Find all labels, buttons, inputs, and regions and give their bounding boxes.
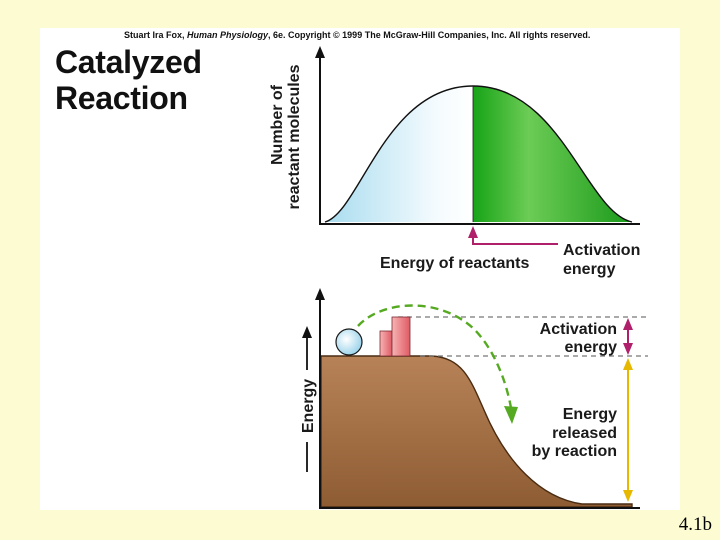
bottom-activation-label-2: energy bbox=[565, 339, 618, 356]
title-line-1: Catalyzed bbox=[55, 44, 202, 80]
credit-book: Human Physiology bbox=[187, 30, 269, 40]
reaction-path-dashed bbox=[357, 304, 513, 409]
bottom-graph: Energy Activation energy Energy released… bbox=[300, 288, 648, 509]
energy-terrain bbox=[320, 355, 633, 508]
energy-of-reactants-label: Energy of reactants bbox=[380, 255, 529, 272]
top-y-axis-label-1: Number of bbox=[269, 84, 286, 165]
credit-rest: , 6e. Copyright © 1999 The McGraw-Hill C… bbox=[268, 30, 591, 40]
activation-pointer-arrowhead bbox=[468, 226, 478, 238]
energy-released-arrowhead-up bbox=[623, 358, 633, 370]
activation-energy-arrowhead-down bbox=[623, 343, 633, 355]
barrier-low-block bbox=[379, 330, 393, 357]
top-activation-label-1: Activation bbox=[563, 242, 640, 259]
slide-number: 4.1b bbox=[678, 514, 712, 535]
distribution-right-area bbox=[473, 86, 632, 222]
reaction-path-arrowhead bbox=[504, 406, 518, 424]
copyright-credit: Stuart Ira Fox, Human Physiology, 6e. Co… bbox=[124, 30, 590, 40]
energy-released-label-3: by reaction bbox=[532, 443, 617, 460]
activation-energy-arrowhead-up bbox=[623, 318, 633, 330]
figure-title: Catalyzed Reaction bbox=[55, 44, 202, 116]
energy-released-label-2: released bbox=[552, 425, 617, 442]
top-graph: Number of reactant molecules Energy of r… bbox=[269, 46, 640, 278]
energy-axis-arrowhead bbox=[302, 326, 312, 338]
barrier-high-block bbox=[391, 316, 411, 357]
title-line-2: Reaction bbox=[55, 80, 188, 116]
top-y-axis-label-2: reactant molecules bbox=[286, 64, 303, 209]
activation-pointer-line bbox=[472, 237, 558, 245]
top-y-axis-arrowhead bbox=[315, 46, 325, 58]
distribution-left-area bbox=[325, 86, 473, 222]
top-activation-label-2: energy bbox=[563, 261, 616, 278]
energy-released-arrowhead-down bbox=[623, 490, 633, 502]
reactant-ball bbox=[335, 328, 363, 356]
energy-axis-label: Energy bbox=[300, 379, 317, 433]
credit-author: Stuart Ira Fox, bbox=[124, 30, 188, 40]
bottom-activation-label-1: Activation bbox=[540, 321, 617, 338]
bottom-y-axis-arrowhead bbox=[315, 288, 325, 300]
energy-released-label-1: Energy bbox=[563, 406, 617, 423]
